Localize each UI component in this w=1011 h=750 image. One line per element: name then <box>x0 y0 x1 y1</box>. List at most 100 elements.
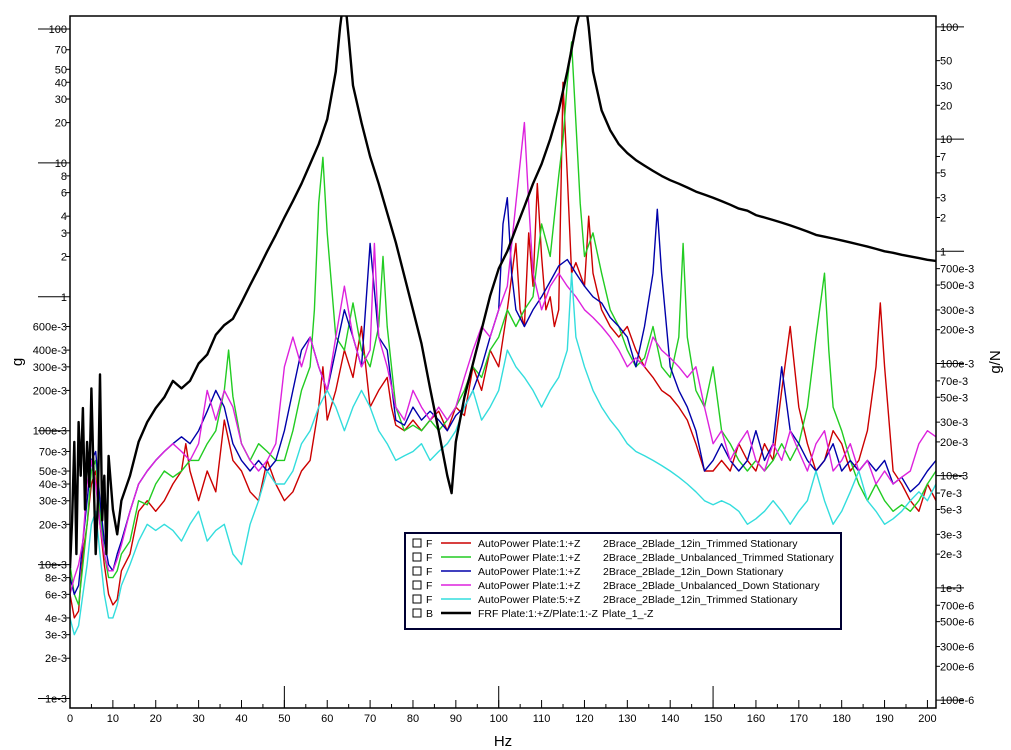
y-axis-left-title: g <box>9 358 26 366</box>
x-tick-label: 70 <box>364 713 376 725</box>
legend-series-description: 2Brace_2Blade_12in_Trimmed Stationary <box>603 538 798 550</box>
y-right-tick-label: 30e-3 <box>940 417 968 429</box>
y-right-tick-label: 10 <box>940 134 952 146</box>
y-left-tick-label: 30 <box>55 94 67 106</box>
x-tick-label: 110 <box>533 713 551 725</box>
x-tick-label: 130 <box>618 713 636 725</box>
x-tick-label: 200 <box>918 713 936 725</box>
legend-checkbox[interactable] <box>412 566 422 576</box>
legend-series-description: 2Brace_2Blade_Unbalanced_Down Stationary <box>603 580 820 592</box>
y-left-tick-label: 100e-3 <box>33 426 67 438</box>
y-left-tick-label: 300e-3 <box>33 362 67 374</box>
x-tick-label: 150 <box>704 713 722 725</box>
x-tick-label: 100 <box>490 713 508 725</box>
legend-flag: F <box>426 552 432 564</box>
y-left-tick-label: 100 <box>49 24 67 36</box>
x-tick-label: 0 <box>67 713 73 725</box>
legend-checkbox[interactable] <box>412 538 422 548</box>
y-right-tick-label: 50 <box>940 56 952 68</box>
series-line-1 <box>70 81 936 619</box>
legend-series-description: 2Brace_2Blade_Unbalanced_Trimmed Station… <box>603 552 834 564</box>
y-right-tick-label: 5e-3 <box>940 504 962 516</box>
y-right-tick-label: 100e-6 <box>940 695 974 707</box>
y-right-tick-label: 3 <box>940 193 946 205</box>
y-right-tick-label: 20e-3 <box>940 437 968 449</box>
plot-frame <box>69 15 937 709</box>
y-left-tick-label: 600e-3 <box>33 322 67 334</box>
y-right-tick-label: 200e-6 <box>940 661 974 673</box>
legend-series-name: FRF Plate:1:+Z/Plate:1:-Z <box>478 608 599 620</box>
legend-flag: F <box>426 566 432 578</box>
legend-series-description: 2Brace_2Blade_12in_Down Stationary <box>603 566 784 578</box>
legend-flag: F <box>426 580 432 592</box>
legend-checkbox[interactable] <box>412 580 422 590</box>
legend-flag: F <box>426 594 432 606</box>
x-axis-title: Hz <box>494 733 512 750</box>
series-lines <box>70 16 936 636</box>
y-right-tick-label: 700e-6 <box>940 600 974 612</box>
x-tick-label: 120 <box>575 713 593 725</box>
y-right-tick-label: 20 <box>940 100 952 112</box>
y-right-tick-label: 7e-3 <box>940 488 962 500</box>
x-tick-label: 80 <box>407 713 419 725</box>
y-left-tick-label: 10 <box>55 158 67 170</box>
y-right-tick-label: 100e-3 <box>940 358 974 370</box>
y-left-tick-label: 2 <box>61 251 67 263</box>
legend-checkbox[interactable] <box>412 552 422 562</box>
series-line-4 <box>70 121 936 595</box>
x-tick-label: 140 <box>661 713 679 725</box>
y-left-tick-label: 50 <box>55 64 67 76</box>
series-line-2 <box>70 41 936 606</box>
legend-series-description: Plate_1_-Z <box>602 608 654 620</box>
y-left-tick-label: 3e-3 <box>45 630 67 642</box>
x-tick-label: 180 <box>833 713 851 725</box>
legend-series-description: 2Brace_2Blade_12in_Trimmed Stationary <box>603 594 798 606</box>
series-line-6 <box>70 16 936 569</box>
y-right-tick-label: 2e-3 <box>940 549 962 561</box>
y-left-tick-label: 30e-3 <box>39 496 67 508</box>
legend-checkbox[interactable] <box>412 608 422 618</box>
y-left-tick-label: 4e-3 <box>45 613 67 625</box>
y-left-tick-label: 1 <box>61 292 67 304</box>
legend-box <box>404 532 842 630</box>
legend-series-name: AutoPower Plate:5:+Z <box>478 594 581 606</box>
tick-marks <box>38 26 964 708</box>
y-left-tick-label: 2e-3 <box>45 653 67 665</box>
y-right-tick-label: 1 <box>940 246 946 258</box>
y-right-tick-label: 3e-3 <box>940 529 962 541</box>
legend-checkbox[interactable] <box>412 594 422 604</box>
y-right-tick-label: 700e-3 <box>940 264 974 276</box>
y-left-tick-label: 3 <box>61 228 67 240</box>
y-right-tick-label: 500e-6 <box>940 617 974 629</box>
x-tick-label: 170 <box>790 713 808 725</box>
y-left-tick-label: 20 <box>55 118 67 130</box>
x-tick-label: 20 <box>150 713 162 725</box>
y-left-tick-label: 50e-3 <box>39 466 67 478</box>
y-left-tick-label: 8 <box>61 171 67 183</box>
y-right-tick-label: 30 <box>940 81 952 93</box>
series-line-5 <box>70 272 936 636</box>
y-left-tick-label: 20e-3 <box>39 519 67 531</box>
x-tick-label: 60 <box>321 713 333 725</box>
tick-labels: 0 10 20 30 40 50 60 70 80 90 100 110 120 130 140 150 160… <box>33 22 975 725</box>
y-left-tick-label: 40 <box>55 77 67 89</box>
y-right-tick-label: 300e-6 <box>940 642 974 654</box>
y-left-tick-label: 4 <box>61 211 67 223</box>
legend-series-name: AutoPower Plate:1:+Z <box>478 566 581 578</box>
y-right-tick-label: 1e-3 <box>940 583 962 595</box>
legend-series-name: AutoPower Plate:1:+Z <box>478 580 581 592</box>
y-left-tick-label: 6e-3 <box>45 589 67 601</box>
y-left-tick-label: 1e-3 <box>45 694 67 706</box>
y-left-tick-label: 200e-3 <box>33 385 67 397</box>
y-right-tick-label: 100 <box>940 22 958 34</box>
legend-flag: F <box>426 538 432 550</box>
legend-flag: B <box>426 608 433 620</box>
y-left-tick-label: 10e-3 <box>39 560 67 572</box>
y-right-tick-label: 50e-3 <box>940 392 968 404</box>
y-left-tick-label: 8e-3 <box>45 573 67 585</box>
y-right-tick-label: 70e-3 <box>940 376 968 388</box>
legend-series-name: AutoPower Plate:1:+Z <box>478 538 581 550</box>
y-axis-right-title: g/N <box>987 350 1004 373</box>
